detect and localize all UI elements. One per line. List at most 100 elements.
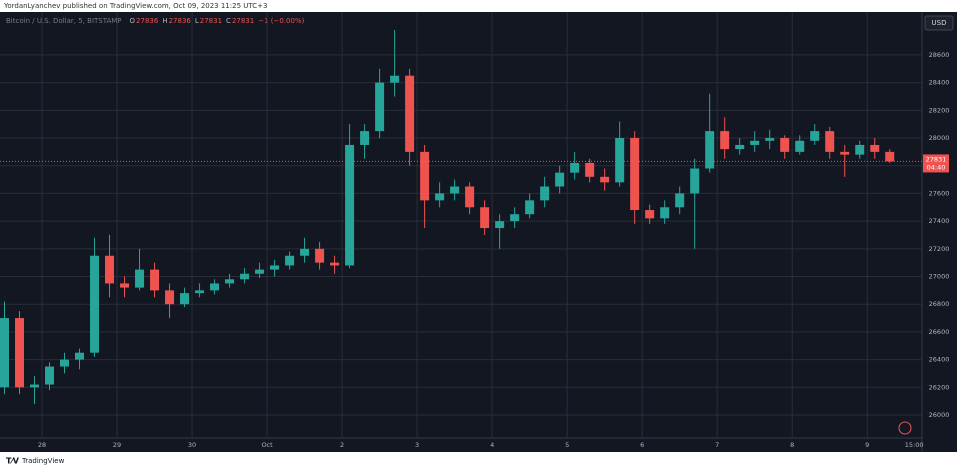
candle-body bbox=[840, 151, 850, 155]
last-price-label: 27831 bbox=[926, 155, 947, 163]
candle-body bbox=[345, 144, 355, 266]
candle-body bbox=[300, 248, 310, 256]
candle-body bbox=[375, 82, 385, 132]
x-tick-label: 6 bbox=[640, 441, 644, 449]
y-tick-label: 27200 bbox=[929, 245, 950, 253]
candle-body bbox=[660, 207, 670, 219]
x-tick-label: 29 bbox=[113, 441, 121, 449]
x-tick-label: 15:00 bbox=[905, 441, 924, 449]
candle-body bbox=[720, 131, 730, 150]
y-tick-label: 28600 bbox=[929, 51, 950, 59]
candle-body bbox=[285, 255, 295, 266]
x-tick-label: 3 bbox=[415, 441, 419, 449]
y-tick-label: 28400 bbox=[929, 79, 950, 87]
candle-body bbox=[75, 352, 85, 360]
plot: 26000 26200 26400 26600 26800 27000 27200 27400… bbox=[0, 12, 949, 449]
candle-body bbox=[465, 186, 475, 208]
candle-body bbox=[210, 283, 220, 291]
ohlc-value: 27831 bbox=[232, 17, 254, 25]
candle-body bbox=[630, 138, 640, 211]
x-tick-label: 9 bbox=[865, 441, 869, 449]
ohlc-key: O bbox=[130, 17, 136, 25]
footer-bar bbox=[0, 452, 957, 470]
ohlc-key: C bbox=[226, 17, 231, 25]
candle-body bbox=[885, 151, 895, 162]
candle-body bbox=[870, 144, 880, 152]
y-tick-label: 28200 bbox=[929, 106, 950, 114]
y-tick-label: 27600 bbox=[929, 189, 950, 197]
candle-body bbox=[510, 214, 520, 222]
candle-body bbox=[30, 384, 40, 388]
x-tick-label: 5 bbox=[565, 441, 569, 449]
candle-body bbox=[765, 138, 775, 141]
candle-body bbox=[15, 318, 25, 388]
footer-text: TradingView bbox=[21, 457, 65, 465]
ohlc-value: 27836 bbox=[136, 17, 159, 25]
candle-body bbox=[585, 162, 595, 177]
tv-logo: T⁄V bbox=[6, 457, 20, 466]
candle-body bbox=[225, 279, 235, 284]
y-tick-label: 26600 bbox=[929, 328, 950, 336]
ohlc-key: L bbox=[195, 17, 199, 25]
candle-body bbox=[315, 248, 325, 263]
tv-icon bbox=[898, 421, 912, 435]
candle-body bbox=[780, 138, 790, 152]
candle-body bbox=[480, 207, 490, 229]
candle-body bbox=[645, 210, 655, 219]
candle-body bbox=[735, 144, 745, 150]
y-tick-label: 26000 bbox=[929, 411, 950, 419]
change: −1 (−0.00%) bbox=[258, 17, 304, 25]
candle-body bbox=[105, 255, 115, 284]
x-tick-label: 30 bbox=[188, 441, 196, 449]
x-tick-label: 2 bbox=[340, 441, 344, 449]
candle-body bbox=[555, 172, 565, 187]
candle-body bbox=[270, 265, 280, 270]
candle-body bbox=[810, 131, 820, 141]
ohlc-key: H bbox=[162, 17, 167, 25]
x-tick-label: 4 bbox=[490, 441, 494, 449]
candle-body bbox=[390, 75, 400, 83]
currency: USD bbox=[932, 19, 947, 27]
candle-body bbox=[825, 131, 835, 152]
candle-body bbox=[450, 186, 460, 194]
x-tick-label: Oct bbox=[261, 441, 273, 449]
candle-body bbox=[690, 168, 700, 194]
candle-body bbox=[705, 131, 715, 169]
candle-body bbox=[150, 269, 160, 291]
candle-body bbox=[795, 140, 805, 152]
candle-body bbox=[180, 293, 190, 305]
candle-body bbox=[195, 290, 205, 294]
y-tick-label: 26200 bbox=[929, 383, 950, 391]
y-tick-label: 26800 bbox=[929, 300, 950, 308]
currency-box bbox=[924, 15, 954, 31]
x-tick-label: 7 bbox=[715, 441, 719, 449]
candle-body bbox=[675, 193, 685, 208]
candle-body bbox=[405, 75, 415, 152]
candle-body bbox=[120, 283, 130, 288]
chart-background bbox=[0, 12, 957, 452]
candle-body bbox=[360, 131, 370, 145]
candle-body bbox=[165, 290, 175, 305]
candle-body bbox=[90, 255, 100, 353]
x-tick-label: 8 bbox=[790, 441, 794, 449]
publish-info: YordanLyanchev published on TradingView.… bbox=[3, 2, 267, 10]
candle-body bbox=[0, 318, 10, 388]
symbol: Bitcoin / U.S. Dollar, 5, BITSTAMP bbox=[6, 17, 122, 25]
header-bar bbox=[0, 0, 957, 12]
candle-body bbox=[855, 144, 865, 155]
y-tick-label: 27400 bbox=[929, 217, 950, 225]
ohlc-value: 27836 bbox=[169, 17, 192, 25]
candle-body bbox=[135, 269, 145, 288]
candle-body bbox=[330, 262, 340, 266]
legend: Bitcoin / U.S. Dollar, 5, BITSTAMP O 27836… bbox=[6, 17, 305, 25]
candle-body bbox=[540, 186, 550, 201]
y-tick-label: 27000 bbox=[929, 273, 950, 281]
candle-body bbox=[525, 200, 535, 215]
candle-body bbox=[420, 151, 430, 201]
countdown: 04:40 bbox=[927, 163, 946, 171]
candle-body bbox=[570, 162, 580, 173]
candle-body bbox=[255, 269, 265, 274]
candle-body bbox=[45, 366, 55, 385]
